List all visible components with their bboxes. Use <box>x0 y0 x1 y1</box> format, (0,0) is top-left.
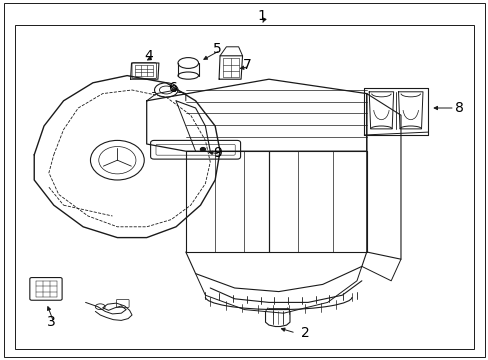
Text: 6: 6 <box>169 81 178 95</box>
Circle shape <box>200 148 205 151</box>
Text: 1: 1 <box>257 9 265 23</box>
Text: 3: 3 <box>47 315 56 329</box>
Text: 5: 5 <box>213 42 222 55</box>
Text: 8: 8 <box>454 101 463 115</box>
Text: 9: 9 <box>213 146 222 160</box>
Text: 2: 2 <box>300 326 309 340</box>
Text: 7: 7 <box>242 58 251 72</box>
Text: 4: 4 <box>144 49 153 63</box>
